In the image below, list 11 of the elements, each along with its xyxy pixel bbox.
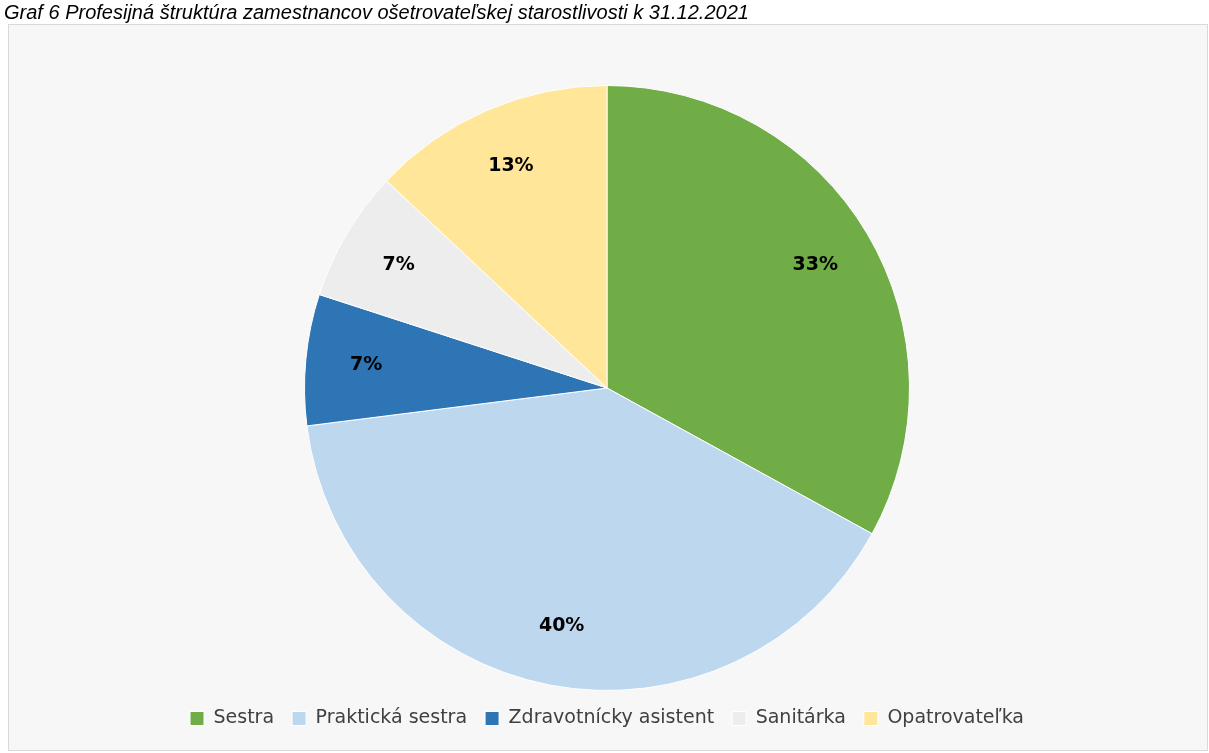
data-label: 33% [792,251,839,274]
chart-title: Graf 6 Profesijná štruktúra zamestnancov ošetrovateľskej starostlivosti k 31.12.2021 [3,0,750,24]
legend-label: Sestra [213,705,275,728]
data-label: 7% [382,251,415,274]
data-label: 40% [538,612,585,635]
legend-label: Praktická sestra [315,705,468,728]
data-label: 7% [349,352,383,375]
data-label: 13% [488,152,534,175]
legend-label: Sanitárka [755,705,846,728]
legend-label: Zdravotnícky asistent [508,705,715,728]
legend-label: Opatrovateľka [887,705,1024,728]
